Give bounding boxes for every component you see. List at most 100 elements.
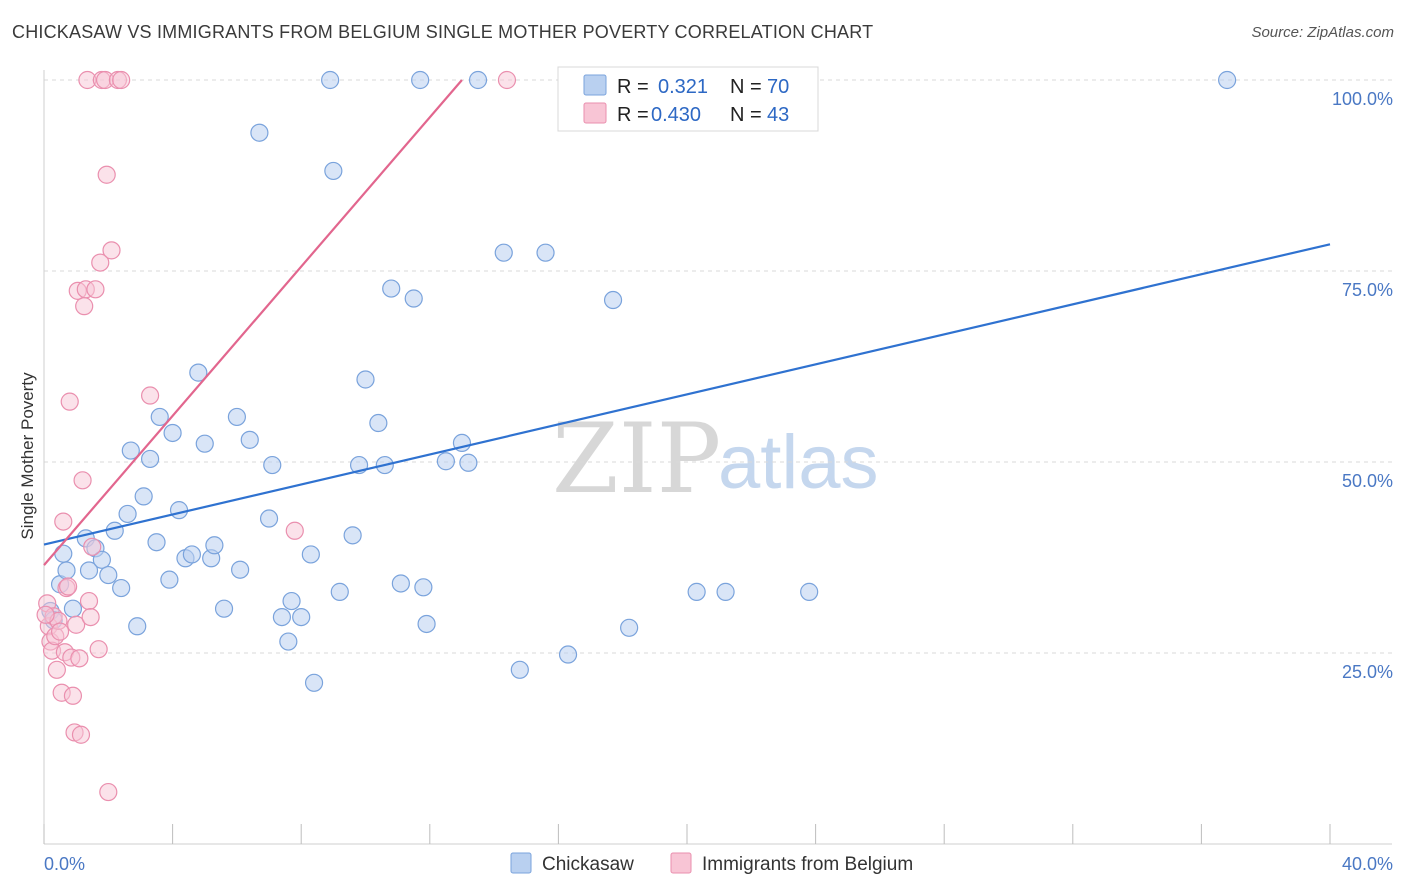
- chickasaw-point: [231, 560, 250, 579]
- chickasaw-point: [417, 614, 436, 634]
- belgium-point: [50, 622, 70, 641]
- chickasaw-point: [292, 607, 311, 627]
- chickasaw-point: [118, 504, 137, 524]
- chickasaw-point: [227, 407, 246, 427]
- belgium-point: [97, 165, 116, 184]
- legend-n-label: N =: [730, 104, 762, 126]
- legend-swatch-belgium: [583, 102, 607, 124]
- belgium-point: [497, 70, 517, 90]
- chickasaw-point: [510, 660, 529, 679]
- chickasaw-point: [263, 455, 282, 475]
- y-tick-label: 100.0%: [1332, 89, 1393, 109]
- chickasaw-point: [620, 618, 639, 637]
- belgium-point: [70, 649, 89, 668]
- series-legend: Chickasaw Immigrants from Belgium: [510, 852, 913, 875]
- legend-n-value: 70: [767, 76, 789, 98]
- legend-r-value: 0.430: [651, 104, 701, 126]
- x-tick-label: 0.0%: [44, 854, 85, 874]
- belgium-point: [73, 471, 92, 490]
- tick-labels: 25.0% 50.0% 75.0% 100.0% 0.0% 40.0%: [44, 89, 1393, 874]
- belgium-trend-line: [43, 79, 463, 566]
- chart-title: CHICKASAW VS IMMIGRANTS FROM BELGIUM SIN…: [12, 22, 874, 42]
- belgium-points: [36, 70, 517, 802]
- chickasaw-point: [391, 574, 410, 593]
- legend-r-label: R =: [617, 104, 649, 126]
- chickasaw-point: [121, 441, 140, 460]
- axes: [43, 70, 1392, 845]
- chickasaw-point: [356, 370, 375, 389]
- chickasaw-point: [250, 123, 269, 142]
- x-tick-label: 40.0%: [1342, 854, 1393, 874]
- chickasaw-point: [716, 582, 735, 601]
- belgium-point: [54, 512, 73, 531]
- chickasaw-point: [468, 70, 488, 90]
- correlation-legend: R = 0.321 N = 70 R = 0.430 N = 43: [557, 66, 819, 132]
- belgium-point: [112, 70, 131, 90]
- chickasaw-point: [195, 434, 214, 453]
- chickasaw-point: [459, 453, 478, 472]
- chickasaw-point: [92, 550, 111, 569]
- chickasaw-point: [369, 413, 388, 433]
- chickasaw-point: [321, 70, 340, 90]
- chickasaw-point: [414, 578, 433, 597]
- belgium-point: [81, 607, 100, 627]
- chickasaw-point: [282, 591, 301, 611]
- chickasaw-point: [150, 407, 169, 427]
- chickasaw-point: [324, 161, 343, 181]
- series-label-belgium: Immigrants from Belgium: [702, 854, 913, 875]
- chickasaw-point: [603, 290, 623, 310]
- chickasaw-point: [189, 363, 208, 382]
- chickasaw-point: [272, 607, 292, 627]
- legend-n-value: 43: [767, 104, 789, 126]
- chickasaw-point: [99, 565, 118, 585]
- series-swatch-belgium: [670, 852, 692, 874]
- chickasaw-point: [163, 423, 182, 443]
- legend-r-label: R =: [617, 76, 649, 98]
- chickasaw-point: [182, 545, 201, 564]
- belgium-point: [79, 591, 99, 611]
- belgium-point: [102, 241, 121, 260]
- chickasaw-point: [800, 582, 819, 601]
- chickasaw-point: [1218, 70, 1237, 90]
- chickasaw-point: [259, 509, 279, 528]
- chickasaw-point: [105, 521, 124, 540]
- belgium-point: [91, 253, 110, 272]
- source-attribution: Source: ZipAtlas.com: [1251, 24, 1394, 41]
- chickasaw-points: [41, 70, 1237, 692]
- chickasaw-point: [558, 645, 578, 664]
- chickasaw-point: [382, 279, 401, 298]
- chickasaw-point: [79, 561, 99, 580]
- belgium-point: [71, 725, 91, 744]
- chickasaw-point: [205, 536, 224, 555]
- chickasaw-point: [57, 561, 76, 580]
- chickasaw-point: [240, 430, 259, 449]
- watermark-zip: ZIP: [552, 403, 721, 515]
- chickasaw-point: [147, 533, 166, 552]
- belgium-point: [83, 537, 102, 556]
- chickasaw-point: [687, 582, 706, 601]
- chickasaw-point: [140, 449, 160, 469]
- chickasaw-point: [128, 617, 147, 636]
- belgium-point: [67, 615, 86, 634]
- chickasaw-point: [54, 544, 73, 563]
- chickasaw-point: [169, 501, 189, 520]
- belgium-point: [47, 660, 66, 679]
- legend-r-value: 0.321: [658, 76, 708, 98]
- belgium-point: [59, 577, 78, 596]
- chickasaw-point: [494, 243, 513, 262]
- y-axis-label: Single Mother Poverty: [18, 372, 37, 540]
- belgium-point: [75, 297, 94, 316]
- belgium-point: [99, 782, 118, 802]
- chickasaw-point: [279, 632, 298, 651]
- chickasaw-point: [404, 289, 423, 308]
- chickasaw-point: [330, 582, 349, 601]
- series-label-chickasaw: Chickasaw: [542, 854, 634, 875]
- belgium-point: [89, 640, 108, 659]
- chickasaw-point: [536, 243, 555, 262]
- legend-swatch-chickasaw: [583, 74, 607, 96]
- trend-lines: [43, 79, 1331, 566]
- chickasaw-trend-line: [43, 243, 1331, 546]
- belgium-point: [36, 605, 55, 624]
- y-tick-label: 50.0%: [1342, 471, 1393, 491]
